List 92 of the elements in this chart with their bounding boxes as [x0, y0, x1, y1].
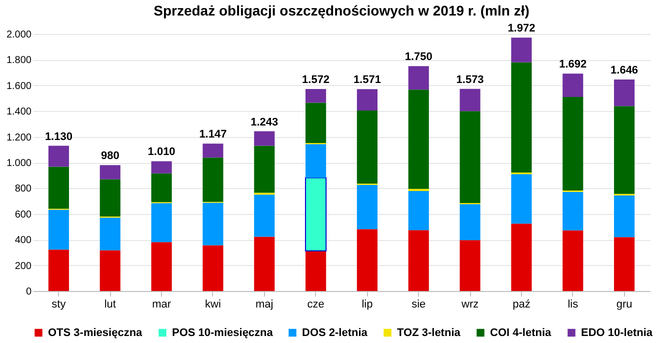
total-label: 1.130: [44, 130, 72, 143]
bar: [408, 188, 429, 192]
y-tick-label: 0: [26, 286, 32, 298]
y-tick-label: 1.400: [6, 106, 32, 118]
bar: [48, 146, 69, 167]
x-tick-label: lut: [104, 298, 116, 310]
bar: [254, 131, 275, 146]
bar: [202, 158, 224, 202]
bar: [305, 177, 327, 252]
y-tick-label: 600: [14, 209, 32, 220]
bar: [511, 38, 532, 62]
x-tick-label: sty: [52, 298, 66, 310]
x-tick-label: wrz: [460, 298, 479, 310]
y-tick-label: 1.200: [6, 132, 32, 144]
bar: [254, 194, 275, 237]
total-label: 1.572: [302, 74, 330, 86]
total-label: 1.972: [508, 22, 536, 35]
bar: [306, 250, 326, 291]
bar: [614, 237, 635, 291]
bar: [562, 230, 584, 291]
bar: [614, 79, 635, 106]
legend-label: OTS 3-miesięczna: [48, 326, 144, 339]
total-label: 1.571: [353, 74, 381, 86]
bar: [254, 236, 275, 291]
bar: [202, 144, 224, 158]
legend-label: TOZ 3-letnia: [397, 326, 462, 339]
y-tick-label: 400: [14, 235, 32, 246]
bar: [460, 111, 480, 203]
x-tick-label: sie: [412, 298, 426, 310]
bar: [48, 166, 69, 209]
x-tick-label: lis: [568, 298, 579, 310]
x-tick-label: cze: [307, 298, 324, 310]
bar: [151, 161, 172, 174]
x-tick-label: paź: [512, 298, 530, 310]
bar: [151, 173, 172, 202]
legend-label: DOS 2-letnia: [302, 326, 368, 339]
total-label: 1.573: [456, 74, 484, 86]
total-label: 1.646: [610, 64, 638, 76]
bar: [100, 179, 120, 216]
bar: [408, 230, 429, 291]
total-label: 980: [100, 150, 120, 162]
bar: [460, 88, 480, 112]
bar: [511, 174, 532, 224]
bar: [100, 250, 120, 291]
bar: [202, 245, 224, 291]
total-label: 1.692: [559, 58, 587, 71]
total-label: 1.243: [250, 116, 278, 128]
y-tick-label: 1.000: [6, 158, 32, 169]
bar: [306, 89, 326, 103]
bar: [460, 240, 480, 291]
bar: [151, 203, 172, 242]
bar: [562, 96, 584, 191]
total-label: 1.010: [148, 146, 176, 158]
total-label: 1.750: [404, 51, 432, 64]
bar: [306, 102, 326, 143]
bar: [356, 110, 378, 184]
legend-label: COI 4-letnia: [490, 326, 552, 339]
x-tick-label: lip: [362, 298, 373, 310]
x-tick-label: mar: [152, 298, 172, 310]
y-tick-label: 800: [14, 184, 32, 195]
y-tick-label: 2.000: [6, 30, 32, 40]
bar: [356, 184, 378, 230]
bar: [408, 90, 429, 189]
bar: [151, 242, 172, 291]
bar: [48, 210, 69, 250]
bar: [408, 191, 429, 230]
bar: [356, 89, 378, 110]
bar: [100, 165, 120, 180]
bar: [202, 202, 224, 246]
bar: [408, 66, 429, 90]
bar: [511, 62, 532, 173]
bar: [460, 204, 480, 240]
bar: [562, 192, 584, 230]
total-label: 1.147: [199, 128, 227, 141]
y-tick-label: 1.800: [6, 55, 32, 66]
legend-label: POS 10-miesięczna: [172, 326, 274, 339]
bar: [614, 106, 635, 194]
bar: [48, 250, 69, 291]
bar: [306, 144, 326, 178]
y-tick-label: 1.600: [6, 80, 32, 92]
y-tick-label: 200: [14, 260, 32, 272]
bar: [100, 218, 120, 250]
x-tick-label: gru: [616, 298, 632, 310]
x-tick-label: maj: [256, 298, 274, 310]
bar: [254, 146, 275, 193]
bar: [356, 229, 378, 291]
x-tick-label: kwi: [205, 298, 221, 310]
bar: [562, 74, 584, 97]
legend-label: EDO 10-letnia: [581, 326, 654, 339]
bar: [614, 195, 635, 238]
chart-title: Sprzedaż obligacji oszczędnościowych w 2019 r. (mln zł): [154, 2, 530, 19]
bar: [511, 224, 532, 291]
